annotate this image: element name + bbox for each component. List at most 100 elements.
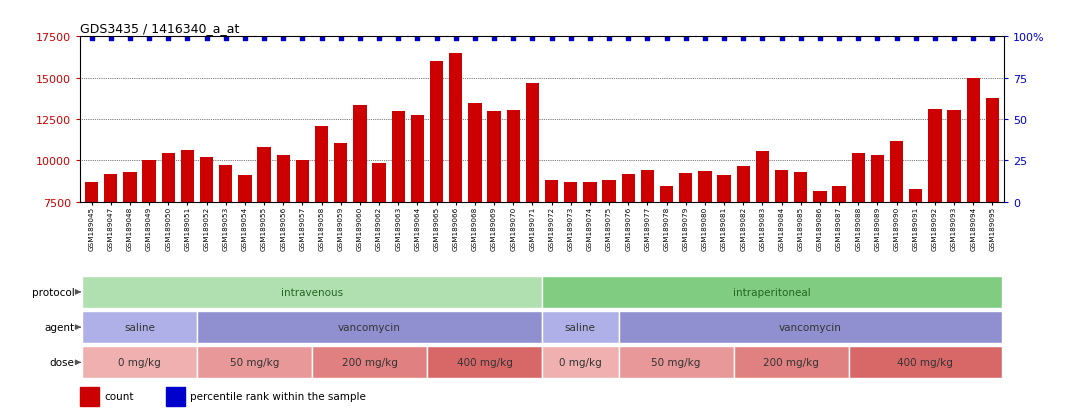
Point [812,36,829,42]
Bar [890,142,904,326]
Text: 50 mg/kg: 50 mg/kg [230,357,279,368]
FancyBboxPatch shape [734,346,849,379]
Bar [928,110,942,326]
Point [198,36,215,42]
Point [945,36,962,42]
Bar [660,187,673,326]
Point [850,36,867,42]
Point [467,36,484,42]
FancyBboxPatch shape [312,346,427,379]
Point [619,36,637,42]
Point [83,36,100,42]
Bar [296,160,309,326]
Text: saline: saline [124,322,155,332]
Bar [851,154,865,326]
Bar [334,144,347,326]
Text: dose: dose [49,357,75,368]
Point [543,36,560,42]
Text: GDS3435 / 1416340_a_at: GDS3435 / 1416340_a_at [80,21,239,35]
Text: 200 mg/kg: 200 mg/kg [764,357,819,368]
Bar [257,148,271,326]
FancyBboxPatch shape [618,311,1002,344]
Bar [238,176,252,326]
Text: vancomycin: vancomycin [779,322,842,332]
Point [409,36,426,42]
Text: 400 mg/kg: 400 mg/kg [897,357,954,368]
FancyBboxPatch shape [197,346,312,379]
Text: intravenous: intravenous [281,287,343,297]
Point [754,36,771,42]
Bar [641,171,654,326]
Text: percentile rank within the sample: percentile rank within the sample [190,392,366,401]
Bar [449,54,462,326]
Text: 400 mg/kg: 400 mg/kg [457,357,513,368]
Point [524,36,541,42]
FancyBboxPatch shape [82,346,197,379]
Point [735,36,752,42]
Bar [986,98,1000,326]
Bar [698,172,711,326]
Point [178,36,195,42]
Point [889,36,906,42]
FancyBboxPatch shape [541,276,1002,309]
Bar [564,183,578,326]
Point [677,36,694,42]
Bar [487,112,501,326]
Text: 0 mg/kg: 0 mg/kg [559,357,601,368]
Point [122,36,139,42]
FancyBboxPatch shape [82,311,197,344]
Point [639,36,656,42]
Point [600,36,617,42]
Point [869,36,886,42]
Point [294,36,311,42]
Point [332,36,349,42]
Point [562,36,579,42]
Point [390,36,407,42]
Bar [373,164,386,326]
Text: intraperitoneal: intraperitoneal [733,287,811,297]
Bar [315,126,328,326]
Point [160,36,177,42]
Point [505,36,522,42]
FancyBboxPatch shape [541,311,618,344]
Point [351,36,368,42]
Bar [583,183,597,326]
Bar [506,111,520,326]
Point [984,36,1001,42]
Bar [622,174,635,326]
Bar [967,78,980,326]
Point [274,36,292,42]
Text: 0 mg/kg: 0 mg/kg [119,357,161,368]
Text: count: count [105,392,135,401]
Bar [392,112,405,326]
Bar [718,176,731,326]
Point [371,36,388,42]
Point [926,36,943,42]
Bar [525,83,539,326]
Text: 50 mg/kg: 50 mg/kg [651,357,701,368]
Bar [813,192,827,326]
FancyBboxPatch shape [541,346,618,379]
Bar [468,103,482,326]
Bar [166,387,185,406]
Bar [411,116,424,326]
Bar [219,166,233,326]
Point [831,36,848,42]
Bar [794,173,807,326]
Point [103,36,120,42]
Bar [679,173,692,326]
Bar [602,180,616,326]
FancyBboxPatch shape [82,276,541,309]
Point [428,36,445,42]
Bar [277,155,290,326]
Bar [104,174,117,326]
Bar [161,154,175,326]
Point [696,36,713,42]
Bar [775,170,788,326]
Text: 200 mg/kg: 200 mg/kg [342,357,397,368]
Bar [354,106,366,326]
Bar [430,62,443,326]
Bar [909,189,923,326]
Point [773,36,790,42]
Point [236,36,253,42]
